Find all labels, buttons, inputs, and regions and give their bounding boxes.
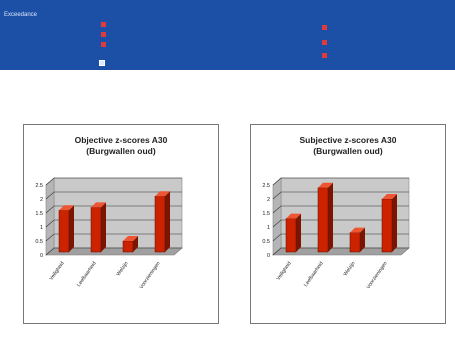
- bar-side: [101, 202, 106, 252]
- chart-panel-objective: Objective z-scores A30 (Burgwallen oud) …: [23, 124, 219, 324]
- bar: [381, 194, 397, 253]
- y-tick-label: 1.5: [262, 211, 270, 217]
- bar-chart-subjective: 0 0.5 1 1.5 2 2.5 Veiligheid Leefbaarheid Welzij…: [262, 177, 410, 291]
- bar-front: [154, 195, 166, 253]
- gridline: [272, 247, 409, 256]
- x-tick-label: Veiligheid: [48, 261, 65, 282]
- chart-subtitle: (Burgwallen oud): [86, 146, 156, 156]
- y-tick-label: 1: [40, 225, 43, 231]
- x-tick-label: Leefbaarheid: [76, 261, 98, 289]
- bar: [58, 205, 74, 253]
- x-tick-label: Voorzieningen: [139, 261, 162, 291]
- x-tick-label: Voorzieningen: [366, 261, 389, 291]
- bar-side: [360, 227, 365, 252]
- header-marker: [101, 42, 106, 47]
- bar-chart-objective: 0 0.5 1 1.5 2 2.5 Veiligheid Leefbaarheid Welzij…: [35, 177, 183, 291]
- gridline: [45, 233, 182, 242]
- x-tick-label: Welzijn: [343, 261, 357, 278]
- bar-top: [91, 202, 106, 208]
- gridline: [45, 191, 182, 200]
- bar-top: [123, 236, 138, 241]
- y-tick-label: 0.5: [262, 239, 270, 245]
- y-tick-label: 2.5: [35, 183, 43, 189]
- header-grid-icon[interactable]: [99, 60, 105, 66]
- gridline: [45, 177, 182, 186]
- legend-marker: [322, 53, 327, 58]
- bar-side: [328, 182, 333, 252]
- bar: [122, 236, 138, 253]
- y-tick-label: 0.5: [35, 239, 43, 245]
- bar-front: [90, 207, 102, 253]
- bar: [285, 213, 301, 253]
- x-tick-label: Welzijn: [116, 261, 130, 278]
- bar-front: [349, 232, 361, 253]
- y-tick-label: 0: [267, 253, 270, 259]
- y-tick-label: 2.5: [262, 183, 270, 189]
- gridline: [272, 233, 409, 242]
- chart-title: Objective z-scores A30: [74, 135, 168, 145]
- y-tick-label: 1.5: [35, 211, 43, 217]
- bar-side: [165, 191, 170, 252]
- bar-side: [69, 205, 74, 252]
- gridline: [272, 205, 409, 214]
- chart-panel-subjective: Subjective z-scores A30 (Burgwallen oud)…: [250, 124, 446, 324]
- bar-top: [318, 182, 333, 188]
- y-tick-label: 2: [40, 197, 43, 203]
- x-tick-label: Leefbaarheid: [303, 261, 325, 289]
- header-marker: [101, 22, 106, 27]
- bar-top: [286, 213, 301, 219]
- chart-title: Subjective z-scores A30: [299, 135, 397, 145]
- gridline: [272, 219, 409, 228]
- legend-marker: [322, 40, 327, 45]
- header-title: Exceedance: [4, 12, 38, 18]
- header-marker: [101, 32, 106, 37]
- chart-subtitle: (Burgwallen oud): [313, 146, 383, 156]
- bar-top: [59, 205, 74, 211]
- gridline: [272, 177, 409, 186]
- bar-top: [382, 194, 397, 199]
- bar-front: [122, 240, 134, 253]
- y-tick-label: 2: [267, 197, 270, 203]
- gridline: [272, 191, 409, 200]
- bar-top: [155, 191, 170, 197]
- bar: [349, 227, 365, 253]
- x-tick-label: Veiligheid: [275, 261, 292, 282]
- gridline: [45, 247, 182, 256]
- bar-side: [392, 194, 397, 252]
- bar-front: [317, 187, 329, 253]
- y-tick-label: 1: [267, 225, 270, 231]
- plot-side-wall: [45, 177, 55, 256]
- bar: [154, 191, 170, 253]
- bar-side: [296, 213, 301, 252]
- bar: [317, 182, 333, 253]
- bar-side: [133, 236, 138, 252]
- y-tick-label: 0: [40, 253, 43, 259]
- bar: [90, 202, 106, 253]
- gridline: [45, 205, 182, 214]
- bar-front: [58, 209, 70, 253]
- bar-front: [285, 218, 297, 253]
- bar-front: [381, 198, 393, 253]
- gridline: [45, 219, 182, 228]
- plot-side-wall: [272, 177, 282, 256]
- bar-top: [350, 227, 365, 233]
- header-bar: Exceedance: [0, 0, 455, 70]
- legend-marker: [322, 25, 327, 30]
